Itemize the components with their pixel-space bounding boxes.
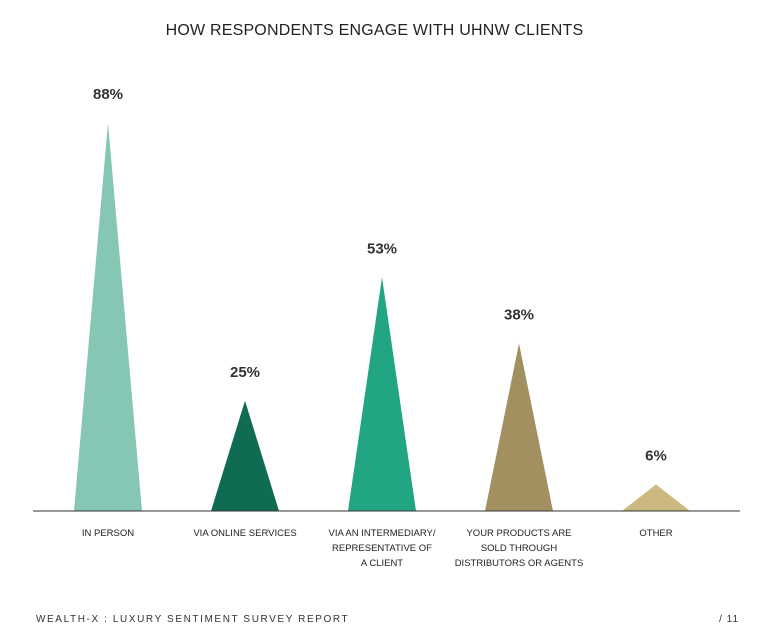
data-label-4: 6% xyxy=(645,448,667,465)
data-label-1: 25% xyxy=(230,364,260,381)
category-label-1: VIA ONLINE SERVICES xyxy=(193,528,296,539)
bar-2 xyxy=(348,277,416,511)
data-label-3: 38% xyxy=(504,306,534,323)
data-label-0: 88% xyxy=(93,86,123,103)
bar-4 xyxy=(622,484,690,511)
bar-3 xyxy=(485,343,553,511)
category-label-2: VIA AN INTERMEDIARY/REPRESENTATIVE OF A C… xyxy=(329,528,436,569)
bar-1 xyxy=(211,400,279,511)
category-label-3: YOUR PRODUCTS ARE SOLD THROUGH DISTRIBUTOR… xyxy=(455,528,584,569)
chart-title: HOW RESPONDENTS ENGAGE WITH UHNW CLIENTS xyxy=(165,22,584,39)
data-label-2: 53% xyxy=(367,240,397,257)
category-label-4: OTHER xyxy=(639,528,672,539)
footer-page-number: / 11 xyxy=(719,614,739,625)
bar-0 xyxy=(74,122,142,512)
footer-report-title: WEALTH-X : LUXURY SENTIMENT SURVEY REPOR… xyxy=(36,614,350,625)
category-label-0: IN PERSON xyxy=(82,528,134,539)
engagement-chart: 88% IN PERSON 25% VIA ONLINE SERVICES 53% VIA… xyxy=(33,86,740,569)
